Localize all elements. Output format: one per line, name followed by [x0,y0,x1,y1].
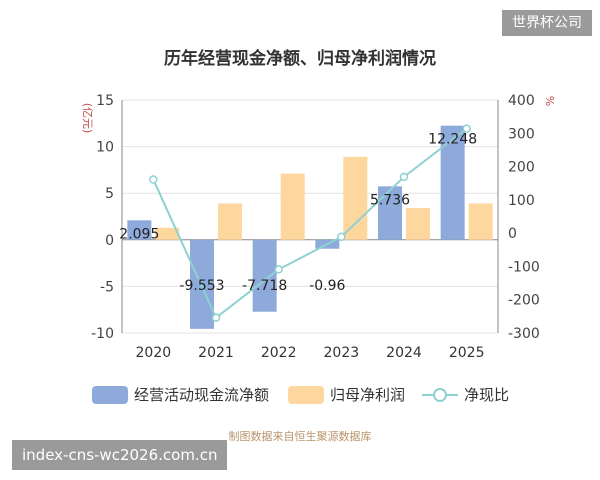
cashflow-bar [190,239,214,329]
legend-item-ratio: 净现比 [422,384,509,405]
legend-label-ratio: 净现比 [464,386,510,404]
x-tick-label: 2025 [449,345,485,361]
combo-chart: 15 10 5 0 -5 -10 400 300 200 100 0 -100 -200 -300 (亿元)… [81,93,556,361]
netprofit-bar [155,227,180,240]
x-tick-label: 2022 [261,345,297,361]
site-watermark: index-cns-wc2026.com.cn [12,440,228,470]
y-right-unit-label: % [543,96,556,106]
netprofit-bar [468,203,493,240]
legend-label-cashflow: 经营活动现金流净额 [134,386,270,404]
cashflow-bar [252,239,277,312]
legend-swatch-netprofit [288,385,324,404]
y-right-tick-label: 200 [508,160,535,176]
ratio-point [462,124,471,133]
y-right-tick-label: -200 [508,293,540,309]
netprofit-bar [218,203,242,240]
cashflow-data-label: -0.96 [309,278,345,294]
ratio-point [149,175,158,184]
ratio-line [152,127,468,320]
legend-item-cashflow: 经营活动现金流净额 [92,384,269,405]
x-tick-label: 2023 [324,345,360,361]
ratio-point [211,313,221,322]
y-left-tick-label: 15 [96,93,114,109]
legend-swatch-ratio [422,386,458,404]
ratio-point [399,172,409,182]
data-source-note: 制图数据来自恒生聚源数据库 [228,430,372,443]
y-right-tick-label: -300 [508,326,540,342]
y-left-tick-label: 0 [105,233,114,249]
y-left-tick-label: -10 [91,326,114,342]
cashflow-data-label: -7.718 [242,278,287,294]
y-left-tick-label: 10 [96,140,114,156]
y-right-tick-label: 300 [508,126,535,142]
cashflow-data-label: -9.553 [179,278,224,294]
x-tick-label: 2021 [198,345,234,361]
ratio-point [274,265,283,274]
ratio-point [337,232,346,242]
netprofit-bar [280,173,305,240]
brand-badge: 世界杯公司 [502,10,592,36]
y-right-tick-label: 100 [508,193,535,209]
y-left-unit-label: (亿元) [81,103,94,134]
legend-label-netprofit: 归母净利润 [330,386,406,404]
cashflow-bar [378,186,402,240]
y-left-tick-label: 5 [105,186,114,202]
y-left-tick-label: -5 [100,279,114,295]
chart-title: 历年经营现金净额、归母净利润情况 [164,49,436,69]
x-tick-label: 2020 [136,345,172,361]
cashflow-data-label: 5.736 [370,192,410,208]
y-right-tick-label: 0 [508,226,517,242]
legend-swatch-cashflow [92,385,128,404]
cashflow-data-label: 2.095 [119,226,159,242]
y-right-tick-label: 400 [508,93,535,109]
legend-item-netprofit: 归母净利润 [288,384,405,405]
netprofit-bar [343,156,368,240]
chart-legend: 经营活动现金流净额 归母净利润 净现比 [0,384,600,410]
cashflow-bar [127,220,152,240]
netprofit-bar [406,208,430,240]
x-tick-label: 2024 [386,345,422,361]
cashflow-data-label: 12.248 [428,132,477,148]
y-right-tick-label: -100 [508,259,540,275]
